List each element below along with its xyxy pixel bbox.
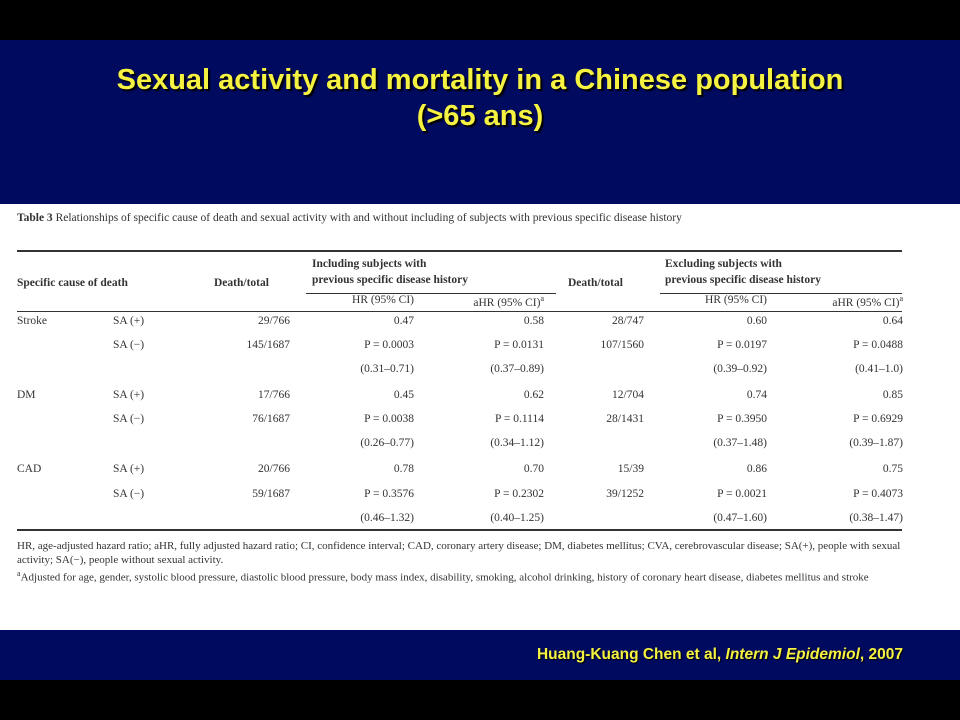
table-cell-hr2: (0.37–1.48) xyxy=(713,437,767,449)
table-cell-hr2: 0.86 xyxy=(746,463,767,475)
table-cell-ahr2: (0.38–1.47) xyxy=(849,512,903,524)
header-cause: Specific cause of death xyxy=(17,277,128,289)
table-cell-group: SA (−) xyxy=(113,488,145,500)
table-cell-dt2: 15/39 xyxy=(617,463,644,475)
table-cell-dt2: 107/1560 xyxy=(600,339,644,351)
table-cell-hr1: (0.26–0.77) xyxy=(360,437,414,449)
table-cell-dt1: 17/766 xyxy=(258,389,290,401)
table-cell-ahr2: P = 0.6929 xyxy=(853,413,903,425)
including-group-rule xyxy=(306,293,556,294)
table-cell-ahr1: (0.37–0.89) xyxy=(490,363,544,375)
header-hr-2: HR (95% CI) xyxy=(705,294,767,306)
table-cell-ahr1: (0.40–1.25) xyxy=(490,512,544,524)
header-including-line-2: previous specific disease history xyxy=(312,274,468,286)
slide-footer-band xyxy=(0,630,960,680)
table-cell-dt1: 76/1687 xyxy=(252,413,290,425)
table-cell-hr2: (0.47–1.60) xyxy=(713,512,767,524)
table-cell-hr2: 0.60 xyxy=(746,315,767,327)
table-cell-group: SA (−) xyxy=(113,339,145,351)
table-header-rule xyxy=(17,311,902,312)
table-cell-hr1: 0.78 xyxy=(393,463,414,475)
table-caption-text: Relationships of specific cause of death… xyxy=(55,212,682,224)
table-caption: Table 3 Relationships of specific cause … xyxy=(17,212,847,225)
table-cell-hr1: (0.31–0.71) xyxy=(360,363,414,375)
excluding-group-rule xyxy=(660,293,902,294)
table-cell-ahr1: 0.70 xyxy=(523,463,544,475)
table-cell-dt2: 12/704 xyxy=(612,389,644,401)
header-hr-1: HR (95% CI) xyxy=(352,294,414,306)
slide-title-line-2: (>65 ans) xyxy=(416,100,544,132)
table-cell-ahr1: (0.34–1.12) xyxy=(490,437,544,449)
table-cell-ahr1: 0.62 xyxy=(523,389,544,401)
table-cell-ahr2: (0.39–1.87) xyxy=(849,437,903,449)
table-cell-dt1: 59/1687 xyxy=(252,488,290,500)
table-cell-dt2: 39/1252 xyxy=(606,488,644,500)
table-cell-hr2: P = 0.0021 xyxy=(717,488,767,500)
table-cell-ahr2: P = 0.0488 xyxy=(853,339,903,351)
table-caption-block: Table 3 Relationships of specific cause … xyxy=(17,212,907,225)
table-cell-ahr1: P = 0.1114 xyxy=(495,413,544,425)
table-cell-group: SA (−) xyxy=(113,413,145,425)
table-cell-group: SA (+) xyxy=(113,389,145,401)
header-excluding-line-2: previous specific disease history xyxy=(665,274,821,286)
table-bottom-rule xyxy=(17,529,902,531)
header-including-line-1: Including subjects with xyxy=(312,258,427,270)
header-excluding-line-1: Excluding subjects with xyxy=(665,258,782,270)
table-top-rule xyxy=(17,250,902,252)
table-cell-cause: DM xyxy=(17,389,36,401)
table-cell-dt1: 145/1687 xyxy=(246,339,290,351)
table-cell-hr2: (0.39–0.92) xyxy=(713,363,767,375)
table-cell-group: SA (+) xyxy=(113,315,145,327)
table-cell-dt2: 28/1431 xyxy=(606,413,644,425)
table-cell-ahr2: 0.64 xyxy=(882,315,903,327)
table-cell-cause: CAD xyxy=(17,463,42,475)
table-cell-ahr2: (0.41–1.0) xyxy=(855,363,903,375)
table-cell-hr1: P = 0.0038 xyxy=(364,413,414,425)
header-ahr-1: aHR (95% CI)a xyxy=(473,294,544,309)
table-cell-ahr1: P = 0.2302 xyxy=(494,488,544,500)
footnote-abbreviations: HR, age-adjusted hazard ratio; aHR, full… xyxy=(17,540,901,566)
table-cell-dt1: 29/766 xyxy=(258,315,290,327)
table-cell-hr1: P = 0.3576 xyxy=(364,488,414,500)
table-cell-dt2: 28/747 xyxy=(612,315,644,327)
table-cell-hr1: (0.46–1.32) xyxy=(360,512,414,524)
table-cell-ahr2: P = 0.4073 xyxy=(853,488,903,500)
table-cell-hr1: 0.45 xyxy=(393,389,414,401)
table-image-panel xyxy=(0,204,960,630)
header-death-total-1: Death/total xyxy=(214,277,269,289)
table-caption-label: Table 3 xyxy=(17,212,53,224)
table-cell-hr2: 0.74 xyxy=(746,389,767,401)
table-cell-hr1: 0.47 xyxy=(393,315,414,327)
citation: Huang-Kuang Chen et al, Intern J Epidemi… xyxy=(536,646,903,663)
slide-header-band xyxy=(0,40,960,204)
table-cell-ahr1: 0.58 xyxy=(523,315,544,327)
table-cell-ahr2: 0.75 xyxy=(882,463,903,475)
table-cell-group: SA (+) xyxy=(113,463,145,475)
header-ahr-2: aHR (95% CI)a xyxy=(832,294,903,309)
table-cell-hr2: P = 0.0197 xyxy=(717,339,767,351)
table-cell-dt1: 20/766 xyxy=(258,463,290,475)
table-cell-hr1: P = 0.0003 xyxy=(364,339,414,351)
slide-title: Sexual activity and mortality in a Chine… xyxy=(0,62,960,134)
header-death-total-2: Death/total xyxy=(568,277,623,289)
table-footnotes: HR, age-adjusted hazard ratio; aHR, full… xyxy=(17,540,907,585)
table-cell-ahr2: 0.85 xyxy=(882,389,903,401)
table-cell-ahr1: P = 0.0131 xyxy=(494,339,544,351)
footnote-adjustment: aAdjusted for age, gender, systolic bloo… xyxy=(17,569,869,584)
table-cell-hr2: P = 0.3950 xyxy=(717,413,767,425)
table-cell-cause: Stroke xyxy=(17,315,48,327)
slide-title-line-1: Sexual activity and mortality in a Chine… xyxy=(116,64,844,96)
